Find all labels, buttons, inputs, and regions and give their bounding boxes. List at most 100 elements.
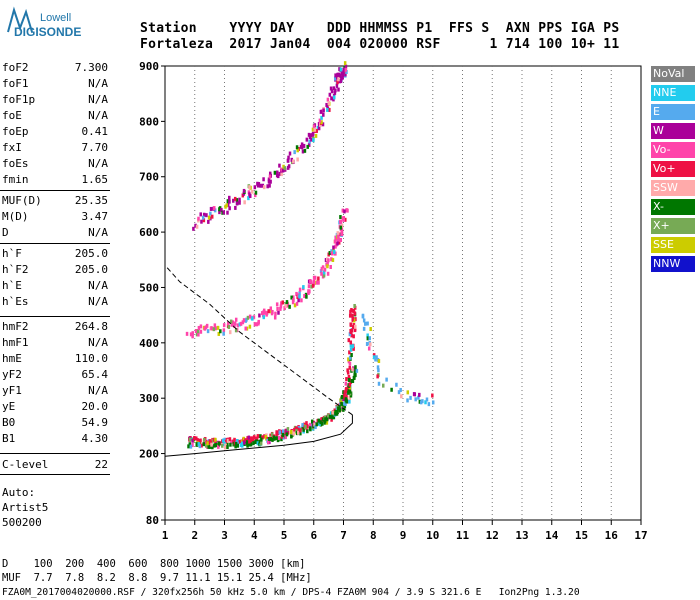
echo-point [197, 216, 200, 221]
echo-point [217, 444, 220, 449]
param-key: yE [2, 400, 16, 413]
echo-point [263, 434, 266, 439]
echo-point [314, 425, 317, 430]
echo-point [349, 347, 353, 352]
param-row: h`E N/A [2, 279, 108, 295]
echo-point [399, 387, 402, 392]
echo-point [191, 334, 194, 339]
echo-point [325, 102, 328, 107]
echo-point [276, 170, 279, 175]
echo-point [320, 115, 323, 120]
echo-point [352, 334, 355, 339]
echo-point [353, 368, 357, 373]
footer-muf-row: MUF 7.7 7.8 8.2 8.8 9.7 11.1 15.1 25.4 [… [2, 572, 312, 584]
echo-point [278, 171, 282, 176]
echo-point [406, 390, 410, 395]
echo-point [349, 380, 352, 385]
echo-point [232, 198, 235, 203]
param-value: 65.4 [81, 368, 109, 381]
echo-point [272, 435, 276, 440]
echo-point [276, 174, 280, 179]
echo-point [299, 431, 302, 436]
profile-dashed-line [164, 264, 353, 416]
echo-point [348, 361, 352, 366]
param-separator [0, 316, 110, 317]
echo-point [321, 265, 325, 270]
echo-point [226, 202, 230, 207]
param-value: 4.30 [81, 432, 109, 445]
echo-point [314, 133, 318, 138]
y-tick-label: 600 [139, 226, 159, 239]
echo-point [247, 435, 251, 440]
echo-point [312, 279, 316, 284]
echo-point [206, 329, 210, 334]
param-row: yF2 65.4 [2, 368, 108, 384]
echo-point [315, 280, 319, 285]
echo-point [221, 438, 225, 443]
echo-point [210, 214, 214, 219]
y-tick-label: 500 [139, 281, 159, 294]
param-row: foF1p N/A [2, 93, 108, 109]
param-key: hmF2 [2, 320, 29, 333]
echo-point [343, 61, 347, 66]
echo-point [281, 429, 285, 434]
param-value: 7.70 [81, 141, 109, 154]
y-tick-label: 700 [139, 171, 159, 184]
echo-point [306, 144, 309, 149]
param-row: D N/A [2, 226, 108, 242]
echo-point [321, 122, 325, 127]
echo-point [348, 382, 351, 387]
echo-point [208, 439, 212, 444]
echo-point [427, 402, 431, 407]
echo-point [295, 301, 299, 306]
echo-point [349, 393, 353, 398]
echo-point [261, 435, 264, 440]
echo-point [354, 365, 357, 370]
echo-point [328, 92, 332, 97]
echo-point [301, 423, 304, 428]
echo-point [267, 179, 271, 184]
echo-point [298, 428, 302, 433]
echo-point [218, 207, 221, 212]
echo-point [209, 211, 212, 216]
echo-point [345, 399, 348, 404]
echo-point [232, 439, 235, 444]
echo-point [338, 67, 341, 72]
echo-point [351, 367, 354, 372]
echo-point [288, 304, 291, 309]
param-value: 205.0 [74, 247, 108, 260]
echo-point [267, 309, 270, 314]
echo-point [212, 327, 216, 332]
profile-solid-line [164, 414, 353, 457]
param-row: h`F 205.0 [2, 247, 108, 263]
echo-point [198, 444, 202, 449]
echo-point [310, 137, 313, 142]
echo-point [233, 196, 237, 201]
echo-point [344, 381, 348, 386]
echo-point [325, 416, 329, 421]
echo-point [269, 437, 272, 442]
echo-point [210, 440, 213, 445]
echo-point [236, 439, 239, 444]
echo-point [348, 399, 351, 404]
echo-point [349, 322, 353, 327]
echo-point [312, 138, 315, 143]
param-value: 0.41 [81, 125, 109, 138]
echo-point [352, 323, 356, 328]
echo-point [192, 226, 195, 231]
echo-point [353, 311, 357, 316]
echo-point [320, 271, 323, 276]
echo-point [226, 442, 229, 447]
param-key: hmE [2, 352, 22, 365]
echo-point [234, 328, 238, 333]
echo-point [258, 439, 262, 444]
echo-point [344, 397, 348, 402]
echo-point [280, 301, 283, 306]
echo-point [310, 419, 314, 424]
echo-point [345, 377, 348, 382]
echo-point [264, 310, 267, 315]
echo-point [255, 434, 258, 439]
echo-point [257, 319, 260, 324]
param-value: N/A [88, 295, 108, 308]
echo-point [245, 317, 248, 322]
